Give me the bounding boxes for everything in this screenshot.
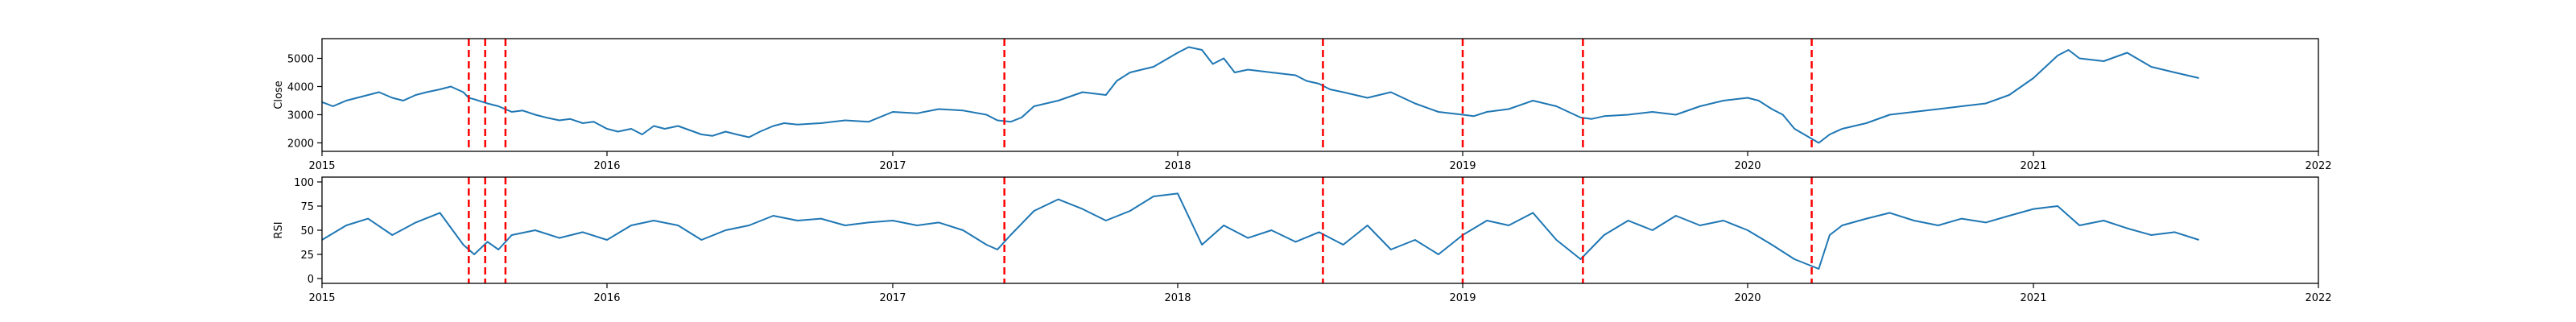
x-tick-label: 2021 bbox=[2020, 160, 2046, 172]
y-axis-title: Close bbox=[273, 80, 285, 109]
rsi-panel: 2015 2016 2017 2018 2019 2020 2021 2022 0 25 50 75 1… bbox=[273, 176, 2332, 304]
series-line bbox=[321, 192, 2199, 270]
x-tick-label: 2016 bbox=[593, 160, 620, 172]
x-tick-label: 2017 bbox=[879, 292, 906, 304]
x-tick-label: 2020 bbox=[1734, 160, 1761, 172]
close-price-panel: 2015 2016 2017 2018 2019 2020 2021 2022 2000 3000… bbox=[273, 38, 2332, 172]
x-tick-label: 2017 bbox=[879, 160, 906, 172]
x-tick-label: 2020 bbox=[1734, 292, 1761, 304]
x-tick-label: 2022 bbox=[2305, 292, 2331, 304]
y-tick-label: 3000 bbox=[287, 110, 314, 122]
axes-frame bbox=[321, 38, 2319, 152]
y-tick-label: 5000 bbox=[287, 54, 314, 66]
series-line bbox=[321, 46, 2199, 144]
x-tick-label: 2015 bbox=[308, 292, 335, 304]
y-tick-label: 25 bbox=[300, 250, 314, 262]
x-tick-label: 2019 bbox=[1449, 160, 1476, 172]
x-tick-label: 2015 bbox=[308, 160, 335, 172]
x-tick-label: 2021 bbox=[2020, 292, 2046, 304]
y-tick-label: 2000 bbox=[287, 138, 314, 151]
y-tick-label: 50 bbox=[300, 225, 314, 237]
x-tick-label: 2022 bbox=[2305, 160, 2331, 172]
x-tick-label: 2016 bbox=[593, 292, 620, 304]
x-tick-label: 2018 bbox=[1164, 292, 1191, 304]
y-tick-label: 4000 bbox=[287, 82, 314, 94]
x-tick-label: 2019 bbox=[1449, 292, 1476, 304]
y-tick-label: 75 bbox=[300, 201, 314, 213]
y-tick-label: 0 bbox=[308, 274, 314, 286]
x-tick-label: 2018 bbox=[1164, 160, 1191, 172]
axes-frame bbox=[321, 176, 2319, 284]
y-axis-title: RSI bbox=[273, 221, 285, 238]
y-tick-label: 100 bbox=[294, 177, 314, 189]
